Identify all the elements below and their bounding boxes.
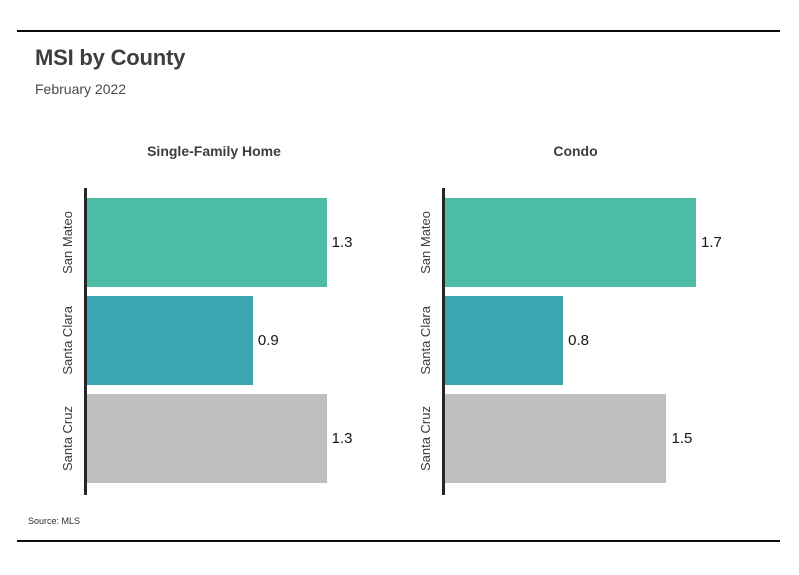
page-subtitle: February 2022 <box>35 81 127 97</box>
bottom-rule <box>17 540 780 542</box>
bars-column: 1.3 0.9 1.3 <box>87 188 393 495</box>
chart-title: Condo <box>553 143 598 159</box>
category-labels-column: San Mateo Santa Clara Santa Cruz <box>35 188 84 495</box>
chart-title: Single-Family Home <box>147 143 281 159</box>
category-cell: San Mateo <box>393 198 442 287</box>
y-axis-line <box>84 188 87 495</box>
plot-area: San Mateo Santa Clara Santa Cruz 1.7 0.8 1.5 <box>393 188 758 495</box>
bars-column: 1.7 0.8 1.5 <box>445 188 758 495</box>
bar-value-label: 0.8 <box>568 332 589 349</box>
category-cell: Santa Clara <box>35 296 84 385</box>
bar-santa-cruz <box>445 394 667 483</box>
category-label-santa-cruz: Santa Cruz <box>60 405 75 472</box>
bar-value-label: 0.9 <box>257 332 279 349</box>
charts-row: Single-Family Home San Mateo Santa Clara Sa… <box>35 143 758 495</box>
chart-condo: Condo San Mateo Santa Clara Santa Cruz 1.7 0.… <box>393 143 758 495</box>
category-label-san-mateo: San Mateo <box>418 211 433 274</box>
chart-single-family-home: Single-Family Home San Mateo Santa Clara Sa… <box>35 143 393 495</box>
bar-row: 1.7 <box>445 198 758 287</box>
category-label-santa-clara: Santa Clara <box>418 306 433 375</box>
bar-row: 1.3 <box>87 394 393 483</box>
bar-row: 0.8 <box>445 296 758 385</box>
category-label-san-mateo: San Mateo <box>60 211 75 274</box>
bar-value-label: 1.5 <box>671 430 693 447</box>
bar-value-label: 1.3 <box>331 430 353 447</box>
category-label-santa-clara: Santa Clara <box>60 306 75 375</box>
page-title: MSI by County <box>35 45 186 70</box>
bar-santa-cruz <box>87 394 327 483</box>
bar-san-mateo <box>87 198 327 287</box>
category-cell: Santa Clara <box>393 296 442 385</box>
bar-row: 0.9 <box>87 296 393 385</box>
bar-santa-clara <box>445 296 564 385</box>
bar-row: 1.5 <box>445 394 758 483</box>
category-cell: Santa Cruz <box>35 394 84 483</box>
bar-san-mateo <box>445 198 696 287</box>
plot-area: San Mateo Santa Clara Santa Cruz 1.3 0.9 1.3 <box>35 188 393 495</box>
category-labels-column: San Mateo Santa Clara Santa Cruz <box>393 188 442 495</box>
category-cell: Santa Cruz <box>393 394 442 483</box>
category-label-santa-cruz: Santa Cruz <box>418 405 433 472</box>
bar-santa-clara <box>87 296 253 385</box>
source-note: Source: MLS <box>28 516 81 526</box>
y-axis-line <box>442 188 445 495</box>
bar-row: 1.3 <box>87 198 393 287</box>
top-rule <box>17 30 780 32</box>
bar-value-label: 1.7 <box>700 234 722 251</box>
category-cell: San Mateo <box>35 198 84 287</box>
bar-value-label: 1.3 <box>331 234 353 251</box>
